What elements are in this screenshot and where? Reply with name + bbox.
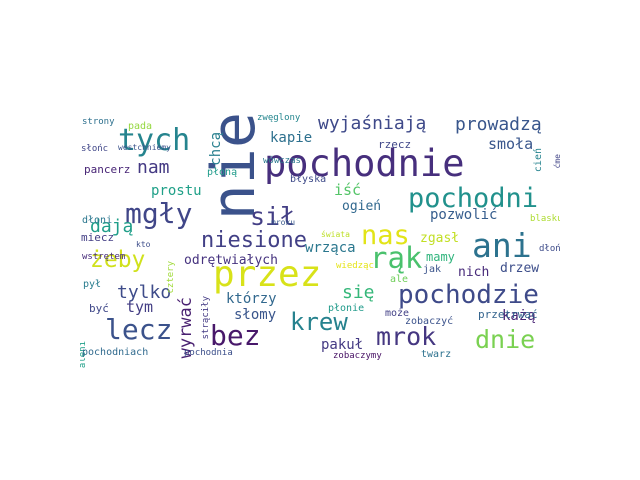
cloud-word: dłoni — [82, 215, 113, 226]
cloud-word: zobaczymy — [333, 351, 382, 361]
cloud-word: słońc — [81, 144, 109, 154]
cloud-word: dnie — [475, 325, 536, 354]
cloud-word: zobaczyć — [405, 316, 454, 327]
cloud-word: nas — [361, 220, 410, 251]
cloud-word: jak — [423, 264, 442, 275]
cloud-word: pochodnia — [184, 348, 233, 358]
cloud-word: sił — [250, 202, 296, 231]
cloud-word: może — [385, 308, 410, 319]
cloud-word: pancerz — [84, 163, 131, 176]
cloud-word: być — [89, 302, 109, 315]
cloud-word: prostu — [151, 183, 202, 199]
cloud-word: niesione — [201, 228, 307, 253]
cloud-word: zgasł — [420, 231, 460, 246]
cloud-word: pakuł — [321, 337, 364, 353]
cloud-word: iść — [334, 181, 362, 199]
cloud-word: mgły — [125, 197, 193, 230]
cloud-word: strąciły — [201, 296, 211, 340]
cloud-word: rzecz — [378, 138, 412, 151]
cloud-word: mamy — [426, 250, 455, 264]
cloud-word: blasku — [530, 214, 560, 224]
cloud-word: ogień — [342, 199, 382, 214]
cloud-word: ale — [390, 274, 409, 285]
cloud-word: kto — [136, 240, 151, 249]
cloud-word: dają — [90, 216, 134, 237]
cloud-word: słomy — [234, 307, 277, 323]
cloud-word: pozwolić — [430, 207, 498, 223]
cloud-word: pochodni — [408, 183, 539, 214]
cloud-word: wrząca — [305, 240, 356, 256]
cloud-word: kapie — [270, 130, 313, 146]
cloud-word: drzew — [500, 261, 540, 276]
cloud-word: cztery — [166, 261, 176, 294]
cloud-word: płonie — [328, 303, 365, 314]
cloud-word: wówczas — [263, 156, 301, 166]
cloud-word: którzy — [226, 291, 277, 307]
cloud-word: lecz — [105, 313, 173, 346]
cloud-word: wiedząc — [336, 261, 374, 271]
cloud-word: żeby — [90, 247, 146, 273]
cloud-word: ani — [472, 226, 532, 265]
cloud-word: tylko — [117, 282, 172, 303]
cloud-word: się — [342, 282, 375, 303]
cloud-word: mroku — [271, 218, 296, 227]
cloud-word: prowadzą — [455, 114, 542, 135]
cloud-word: nam — [137, 157, 170, 178]
cloud-word: westchniemy — [118, 143, 171, 152]
cloud-word: mrok — [376, 322, 437, 351]
word-cloud: pochodnie nie przez ani pochodni pochodzie mgł… — [80, 112, 560, 368]
cloud-word: rąk — [370, 241, 423, 275]
cloud-word: dłoń — [539, 244, 560, 254]
cloud-word: przez — [213, 254, 322, 295]
cloud-word: ćmę — [553, 154, 560, 169]
cloud-word: nich — [458, 265, 490, 280]
cloud-word: każą — [502, 308, 536, 324]
cloud-word: świata — [321, 230, 350, 239]
cloud-word: krew — [290, 308, 348, 336]
cloud-word: wyjaśniają — [318, 113, 427, 134]
cloud-word: cień — [533, 148, 544, 173]
cloud-word: pochodzie — [398, 280, 539, 310]
cloud-word: pochodniach — [82, 347, 149, 358]
cloud-word: odrętwiałych — [184, 253, 278, 268]
cloud-word: bez — [210, 319, 261, 352]
cloud-word: strony — [82, 117, 115, 127]
cloud-word: smoła — [488, 135, 534, 153]
cloud-word: pył — [83, 279, 102, 290]
cloud-word: pochodnie — [264, 142, 465, 185]
cloud-word: tych — [118, 123, 191, 158]
cloud-word: pada — [128, 121, 153, 132]
cloud-word: chcą — [208, 132, 224, 166]
cloud-word: miecz — [81, 231, 115, 244]
cloud-word: zwęglony — [257, 113, 301, 123]
cloud-word: błyska — [290, 174, 327, 185]
cloud-word: wstrętem — [82, 252, 126, 262]
cloud-word: płoną — [207, 167, 238, 178]
cloud-word: przetrwać — [478, 308, 538, 321]
cloud-word: twarz — [421, 349, 452, 360]
cloud-word: tym — [126, 298, 154, 316]
